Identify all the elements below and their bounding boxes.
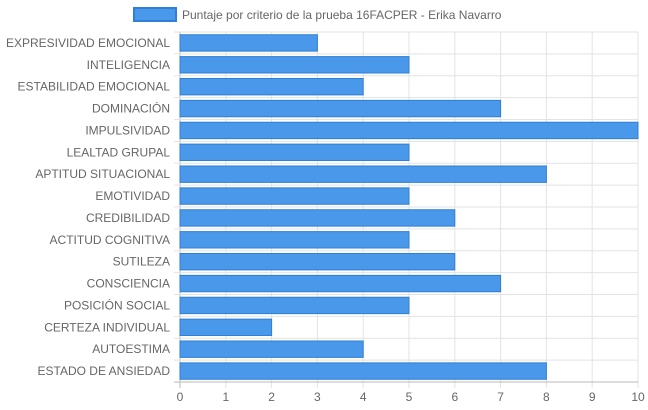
- grid: [174, 31, 639, 388]
- bar[interactable]: [179, 340, 364, 358]
- category-label: ESTABILIDAD EMOCIONAL: [18, 80, 171, 94]
- bar[interactable]: [179, 274, 502, 293]
- x-tick-label: 3: [314, 390, 321, 404]
- category-label: APTITUD SITUACIONAL: [35, 167, 170, 181]
- category-label: LEALTAD GRUPAL: [67, 145, 171, 159]
- bar[interactable]: [179, 318, 273, 337]
- category-label: ACTITUD COGNITIVA: [50, 233, 170, 247]
- bar[interactable]: [179, 34, 318, 52]
- bar[interactable]: [179, 77, 364, 96]
- category-label: CERTEZA INDIVIDUAL: [44, 320, 170, 334]
- category-label: SUTILEZA: [113, 255, 170, 269]
- legend[interactable]: Puntaje por criterio de la prueba 16FACP…: [133, 7, 502, 22]
- x-tick-label: 5: [406, 390, 413, 404]
- x-tick-label: 10: [631, 390, 645, 404]
- x-tick-label: 2: [268, 390, 275, 404]
- x-tick-label: 1: [222, 390, 229, 404]
- x-tick-labels: 0 1 2 3 4 5 6 7 8 9 10: [177, 390, 645, 404]
- bar[interactable]: [179, 143, 410, 162]
- category-label: IMPULSIVIDAD: [85, 123, 170, 137]
- category-label: EXPRESIVIDAD EMOCIONAL: [6, 36, 170, 50]
- x-tick-label: 9: [589, 390, 596, 404]
- category-label: AUTOESTIMA: [92, 342, 170, 356]
- category-label: INTELIGENCIA: [87, 58, 170, 72]
- bar[interactable]: [179, 252, 456, 271]
- bars: [179, 34, 639, 380]
- x-tick-label: 6: [451, 390, 458, 404]
- bar[interactable]: [179, 99, 502, 118]
- x-tick-label: 7: [497, 390, 504, 404]
- category-labels: EXPRESIVIDAD EMOCIONAL INTELIGENCIA ESTABI…: [6, 36, 170, 378]
- category-label: DOMINACIÓN: [92, 101, 170, 116]
- bar[interactable]: [179, 56, 410, 74]
- bar[interactable]: [179, 165, 547, 183]
- category-label: POSICIÓN SOCIAL: [64, 297, 170, 312]
- bar[interactable]: [179, 362, 547, 380]
- bar[interactable]: [179, 231, 410, 249]
- legend-label: Puntaje por criterio de la prueba 16FACP…: [182, 8, 502, 22]
- bar[interactable]: [179, 187, 410, 205]
- category-label: ESTADO DE ANSIEDAD: [38, 364, 171, 378]
- x-tick-label: 4: [360, 390, 367, 404]
- legend-swatch: [133, 7, 177, 22]
- category-label: EMOTIVIDAD: [95, 189, 170, 203]
- x-tick-label: 0: [177, 390, 184, 404]
- category-label: CONSCIENCIA: [87, 277, 170, 291]
- category-label: CREDIBILIDAD: [86, 211, 170, 225]
- bar[interactable]: [179, 209, 456, 227]
- x-tick-label: 8: [543, 390, 550, 404]
- bar[interactable]: [179, 296, 410, 315]
- bar[interactable]: [179, 121, 639, 140]
